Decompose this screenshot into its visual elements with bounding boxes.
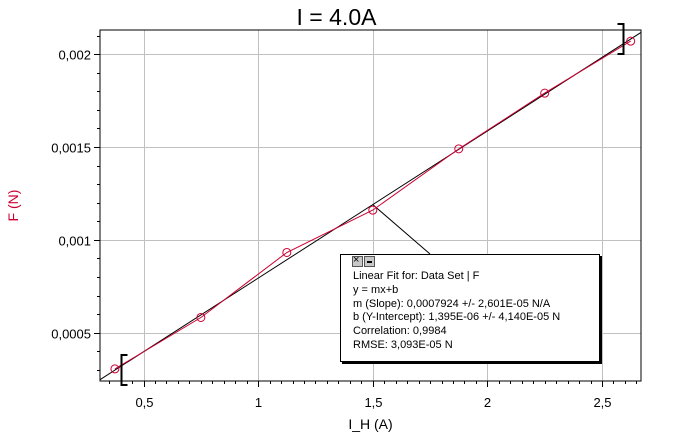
fit-line (99, 31, 642, 381)
fit-rmse: RMSE: 3,093E-05 N (353, 338, 453, 351)
data-series (110, 36, 636, 374)
fit-correlation: Correlation: 0,9984 (353, 325, 447, 338)
x-tick-label: 2,5 (593, 395, 611, 410)
fit-line-segment (99, 31, 642, 381)
fit-range-brackets[interactable] (120, 23, 625, 386)
close-icon[interactable] (352, 253, 363, 267)
annotation-controls (352, 253, 376, 268)
data-point (626, 36, 636, 46)
x-axis-label: I_H (A) (348, 416, 392, 432)
chart-title: I = 4.0A (296, 4, 377, 30)
data-point (368, 205, 378, 215)
axes: 0,5 1 1,5 2 2,5 0,0005 0,001 0,0015 0,002 (51, 29, 642, 410)
x-tick-label: 0,5 (135, 395, 153, 410)
fit-intercept: b (Y-Intercept): 1,395E-06 +/- 4,140E-05… (353, 311, 561, 324)
y-tick-label: 0,002 (58, 48, 91, 63)
y-tick-label: 0,001 (58, 234, 91, 249)
y-tick-label: 0,0005 (51, 327, 91, 342)
right-range-bracket (617, 23, 625, 55)
fit-equation: y = mx+b (353, 283, 399, 296)
data-point (196, 312, 206, 322)
minimize-icon[interactable] (364, 256, 375, 267)
y-tick-label: 0,0015 (51, 141, 91, 156)
data-point (454, 144, 464, 154)
plot-frame (99, 29, 642, 382)
data-point (110, 364, 120, 374)
fit-title: Linear Fit for: Data Set | F (353, 270, 480, 282)
y-axis-label: F (N) (5, 190, 21, 222)
data-point (282, 247, 292, 257)
fit-slope: m (Slope): 0,0007924 +/- 2,601E-05 N/A (353, 297, 551, 310)
left-range-bracket (120, 354, 128, 386)
x-tick-label: 2 (484, 395, 491, 410)
x-tick-label: 1 (255, 395, 262, 410)
linear-fit-annotation[interactable]: Linear Fit for: Data Set | F y = mx+b m … (340, 253, 600, 362)
x-tick-label: 1,5 (364, 395, 382, 410)
annotation-leader (372, 204, 431, 255)
data-point (540, 88, 550, 98)
data-line (114, 40, 631, 370)
